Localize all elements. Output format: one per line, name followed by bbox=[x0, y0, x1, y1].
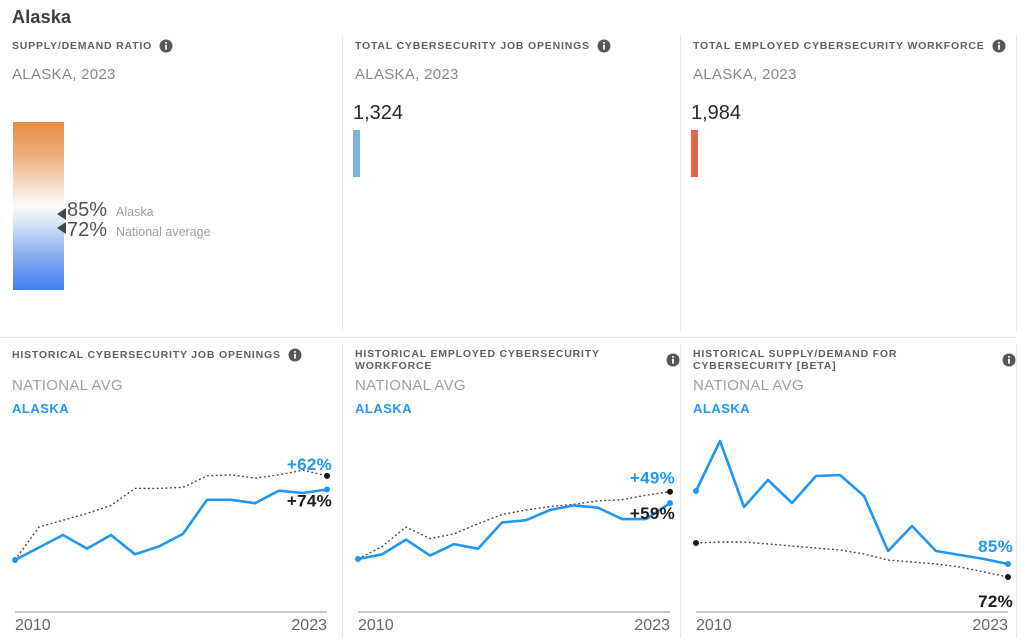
panel-total-employed-workforce: TOTAL EMPLOYED CYBERSECURITY WORKFORCE A… bbox=[681, 35, 1017, 331]
info-icon[interactable] bbox=[1002, 353, 1016, 367]
national-end-dot bbox=[667, 488, 673, 495]
state-end-label: +49% bbox=[630, 469, 675, 488]
panel-header: SUPPLY/DEMAND RATIO bbox=[12, 40, 153, 52]
info-icon[interactable] bbox=[666, 353, 680, 367]
state-end-dot bbox=[324, 486, 330, 493]
panel-header: HISTORICAL SUPPLY/DEMAND FOR CYBERSECURI… bbox=[693, 348, 898, 372]
info-icon[interactable] bbox=[992, 39, 1006, 53]
supply-demand-gradient-bar bbox=[13, 122, 64, 290]
national-avg-line bbox=[357, 491, 671, 560]
info-icon[interactable] bbox=[597, 39, 611, 53]
national-ratio-label: National average bbox=[116, 225, 211, 239]
national-avg-line bbox=[695, 541, 1009, 578]
state-ratio-value: 85% bbox=[67, 199, 108, 221]
national-end-label: +59% bbox=[630, 504, 675, 523]
info-icon[interactable] bbox=[288, 348, 302, 362]
national-end-label: +74% bbox=[287, 492, 332, 511]
state-end-dot bbox=[667, 500, 673, 507]
page-title: Alaska bbox=[12, 7, 72, 27]
national-end-dot bbox=[324, 472, 330, 479]
state-end-dot bbox=[1005, 561, 1011, 567]
x-axis-end-label: 2023 bbox=[972, 617, 1008, 634]
panel-subtitle: ALASKA, 2023 bbox=[693, 66, 797, 83]
panel-historical-workforce: HISTORICAL EMPLOYED CYBERSECURITY WORKFO… bbox=[343, 344, 681, 638]
national-end-label: 72% bbox=[978, 592, 1013, 611]
national-marker-arrow-icon bbox=[57, 222, 66, 234]
x-axis-start-label: 2010 bbox=[696, 617, 732, 634]
state-start-dot bbox=[355, 556, 361, 562]
panel-historical-job-openings: HISTORICAL CYBERSECURITY JOB OPENINGS NA… bbox=[0, 344, 343, 638]
panel-header: HISTORICAL EMPLOYED CYBERSECURITY WORKFO… bbox=[355, 348, 600, 372]
top-row: SUPPLY/DEMAND RATIO ALASKA, 2023 85% Ala… bbox=[0, 35, 1024, 331]
supply-demand-history-chart[interactable]: 2010 2023 85% 72% bbox=[681, 427, 1018, 638]
x-axis-start-label: 2010 bbox=[15, 617, 51, 634]
state-marker-arrow-icon bbox=[57, 208, 66, 220]
info-icon[interactable] bbox=[159, 39, 173, 53]
national-ratio-row: 72% National average bbox=[67, 219, 211, 242]
workforce-value: 1,984 bbox=[691, 102, 742, 124]
state-end-label: +62% bbox=[287, 455, 332, 474]
workforce-bar[interactable] bbox=[691, 130, 698, 177]
workforce-history-chart[interactable]: 2010 2023 +49% +59% bbox=[343, 427, 680, 638]
row-divider bbox=[0, 337, 1016, 338]
legend-national-avg: NATIONAL AVG bbox=[693, 377, 804, 394]
job-openings-value: 1,324 bbox=[353, 102, 404, 124]
panel-subtitle: ALASKA, 2023 bbox=[355, 66, 459, 83]
dashboard: Alaska SUPPLY/DEMAND RATIO ALASKA, 2023 … bbox=[0, 7, 1024, 641]
panel-supply-demand-ratio: SUPPLY/DEMAND RATIO ALASKA, 2023 85% Ala… bbox=[0, 35, 343, 331]
job-openings-history-chart[interactable]: 2010 2023 +62% +74% bbox=[0, 427, 337, 638]
national-end-dot bbox=[1005, 574, 1011, 580]
legend-state: ALASKA bbox=[12, 401, 70, 416]
panel-header: TOTAL CYBERSECURITY JOB OPENINGS bbox=[355, 40, 590, 52]
legend-national-avg: NATIONAL AVG bbox=[355, 377, 466, 394]
national-ratio-value: 72% bbox=[67, 219, 108, 241]
state-line bbox=[13, 488, 329, 562]
panel-historical-supply-demand: HISTORICAL SUPPLY/DEMAND FOR CYBERSECURI… bbox=[681, 344, 1017, 638]
panel-header: TOTAL EMPLOYED CYBERSECURITY WORKFORCE bbox=[693, 40, 985, 52]
bottom-row: HISTORICAL CYBERSECURITY JOB OPENINGS NA… bbox=[0, 344, 1024, 638]
panel-header: HISTORICAL CYBERSECURITY JOB OPENINGS bbox=[12, 349, 281, 361]
state-line bbox=[694, 439, 1010, 566]
panel-total-job-openings: TOTAL CYBERSECURITY JOB OPENINGS ALASKA,… bbox=[343, 35, 681, 331]
state-line bbox=[356, 501, 672, 561]
state-start-dot bbox=[693, 488, 699, 494]
state-ratio-row: 85% Alaska bbox=[67, 199, 154, 222]
state-start-dot bbox=[12, 557, 18, 563]
panel-subtitle: ALASKA, 2023 bbox=[12, 66, 116, 83]
legend-state: ALASKA bbox=[693, 401, 751, 416]
national-start-dot bbox=[693, 540, 699, 546]
state-end-label: 85% bbox=[978, 537, 1013, 556]
x-axis-end-label: 2023 bbox=[634, 617, 670, 634]
x-axis-end-label: 2023 bbox=[291, 617, 327, 634]
legend-state: ALASKA bbox=[355, 401, 413, 416]
state-ratio-label: Alaska bbox=[116, 205, 154, 219]
job-openings-bar[interactable] bbox=[353, 130, 360, 177]
national-avg-line bbox=[14, 469, 328, 561]
legend-national-avg: NATIONAL AVG bbox=[12, 377, 123, 394]
x-axis-start-label: 2010 bbox=[358, 617, 394, 634]
